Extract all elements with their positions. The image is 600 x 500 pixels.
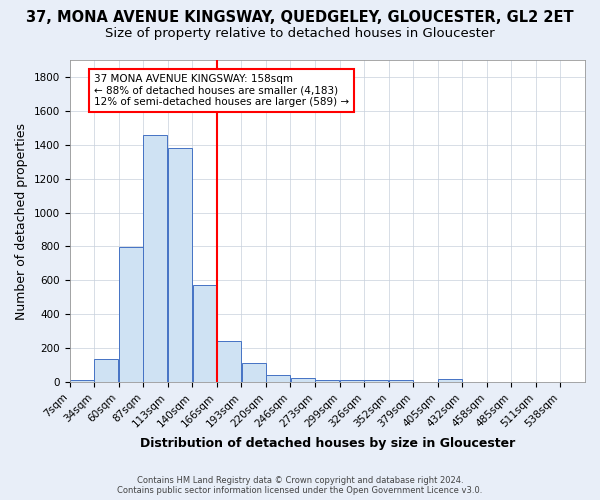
Bar	[364, 380, 388, 382]
Text: 37, MONA AVENUE KINGSWAY, QUEDGELEY, GLOUCESTER, GL2 2ET: 37, MONA AVENUE KINGSWAY, QUEDGELEY, GLO…	[26, 10, 574, 25]
Bar	[94, 359, 118, 382]
Bar	[119, 248, 143, 382]
Bar	[193, 284, 217, 382]
Bar	[168, 148, 192, 382]
Y-axis label: Number of detached properties: Number of detached properties	[15, 122, 28, 320]
Bar	[70, 380, 94, 382]
X-axis label: Distribution of detached houses by size in Gloucester: Distribution of detached houses by size …	[140, 437, 515, 450]
Bar	[438, 378, 462, 382]
Bar	[290, 378, 315, 382]
Text: Size of property relative to detached houses in Gloucester: Size of property relative to detached ho…	[105, 28, 495, 40]
Bar	[217, 340, 241, 382]
Bar	[315, 380, 339, 382]
Bar	[242, 362, 266, 382]
Bar	[340, 380, 364, 382]
Text: Contains HM Land Registry data © Crown copyright and database right 2024.
Contai: Contains HM Land Registry data © Crown c…	[118, 476, 482, 495]
Text: 37 MONA AVENUE KINGSWAY: 158sqm
← 88% of detached houses are smaller (4,183)
12%: 37 MONA AVENUE KINGSWAY: 158sqm ← 88% of…	[94, 74, 349, 107]
Bar	[266, 376, 290, 382]
Bar	[143, 134, 167, 382]
Bar	[389, 380, 413, 382]
